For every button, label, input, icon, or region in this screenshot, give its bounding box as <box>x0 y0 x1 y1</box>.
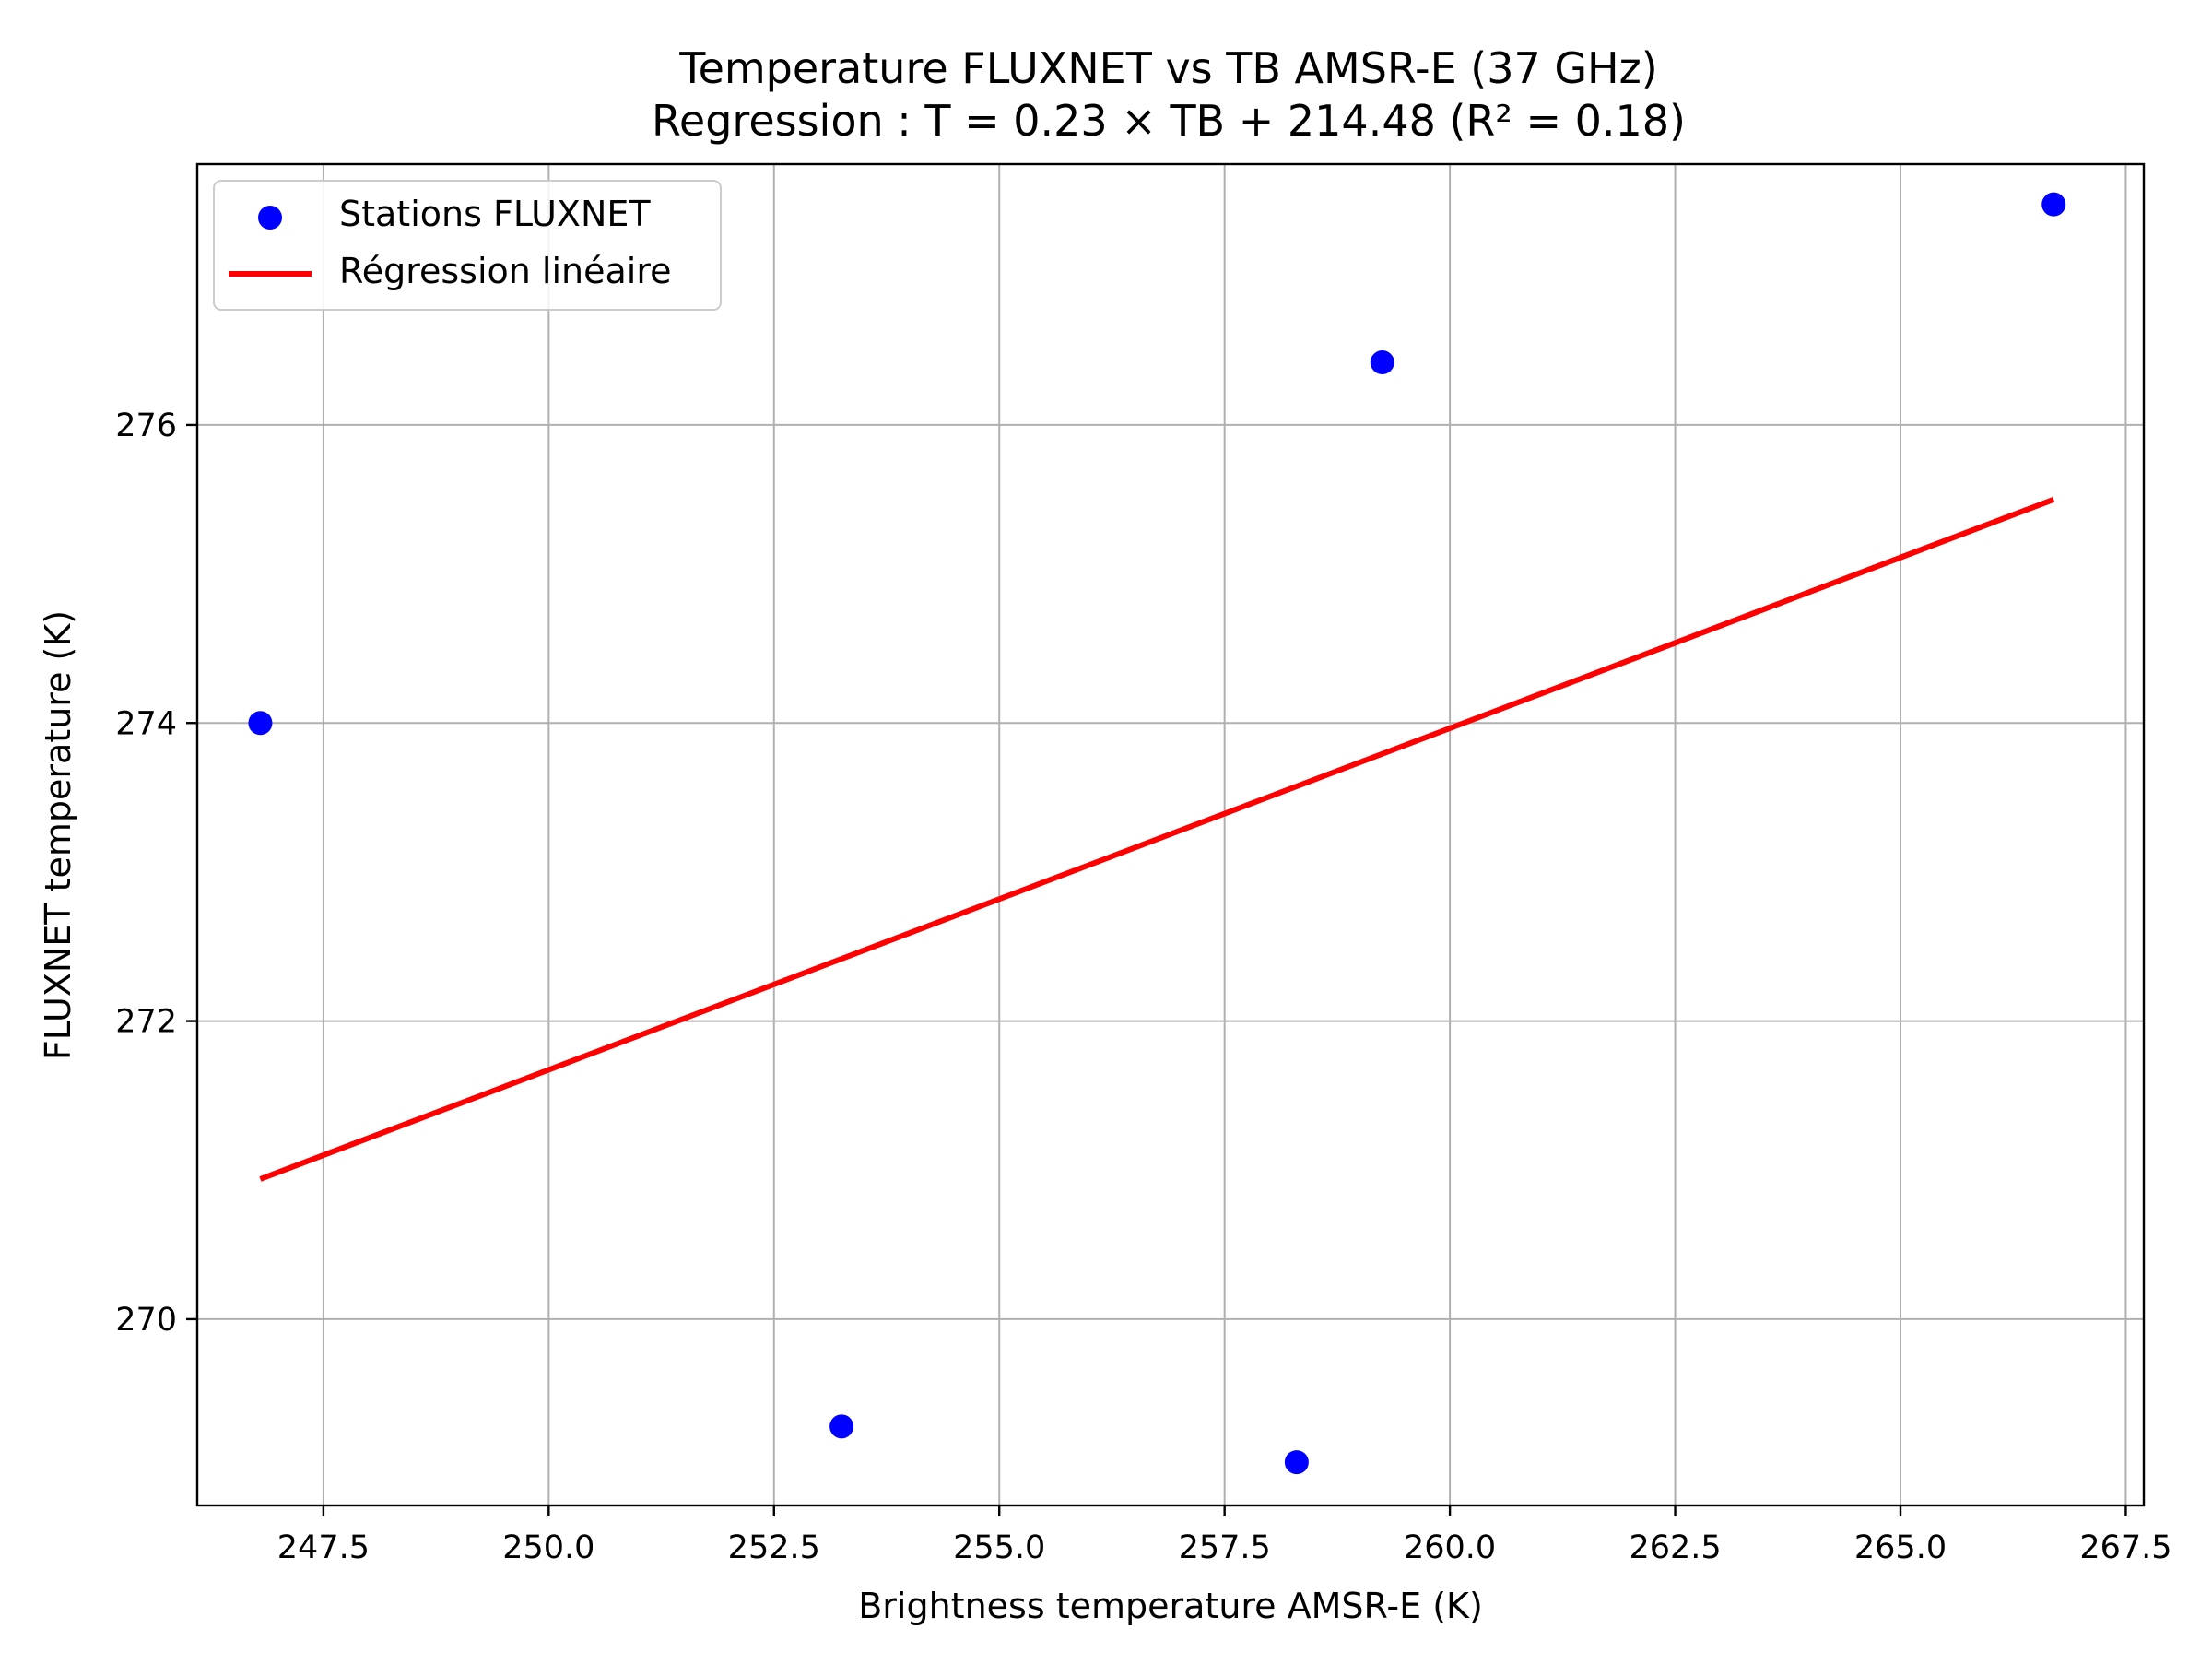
x-tick-label: 262.5 <box>1629 1529 1721 1566</box>
x-tick-label: 257.5 <box>1179 1529 1271 1566</box>
legend-label-scatter: Stations FLUXNET <box>339 194 651 234</box>
y-tick-label: 272 <box>115 1004 177 1041</box>
plot-area-frame <box>195 162 2146 1507</box>
y-axis-ticks: 270 272 274 276 <box>115 407 197 1339</box>
regression-line-layer <box>259 496 2055 1182</box>
scatter-point <box>248 711 273 736</box>
y-tick-label: 274 <box>115 705 177 742</box>
x-tick-label: 250.0 <box>502 1529 594 1566</box>
x-tick-label: 265.0 <box>1854 1529 1947 1566</box>
x-tick-label: 252.5 <box>728 1529 820 1566</box>
scatter-point <box>2041 192 2066 217</box>
x-axis-ticks: 247.5 250.0 252.5 255.0 257.5 260.0 262.5 265.0… <box>277 1505 2172 1566</box>
legend-marker-scatter <box>258 206 282 230</box>
x-tick-label: 260.0 <box>1404 1529 1496 1566</box>
grid-lines <box>197 164 2144 1505</box>
x-axis-label: Brightness temperature AMSR-E (K) <box>858 1586 1483 1626</box>
y-tick-label: 276 <box>115 407 177 444</box>
scatter-point <box>830 1414 854 1439</box>
scatter-point <box>1284 1450 1309 1475</box>
regression-line <box>259 496 2055 1182</box>
scatter-points-layer <box>248 192 2066 1475</box>
legend-box <box>213 180 722 311</box>
legend-label-line: Régression linéaire <box>339 251 672 291</box>
chart-title: Temperature FLUXNET vs TB AMSR-E (37 GHz… <box>678 43 1657 93</box>
scatter-point <box>1370 350 1394 375</box>
x-tick-label: 267.5 <box>2079 1529 2171 1566</box>
chart-subtitle: Regression : T = 0.23 × TB + 214.48 (R² … <box>652 96 1686 146</box>
y-axis-label: FLUXNET temperature (K) <box>38 610 78 1060</box>
legend: Stations FLUXNET Régression linéaire <box>213 180 722 311</box>
x-tick-label: 247.5 <box>277 1529 370 1566</box>
y-tick-label: 270 <box>115 1302 177 1339</box>
x-tick-label: 255.0 <box>953 1529 1045 1566</box>
